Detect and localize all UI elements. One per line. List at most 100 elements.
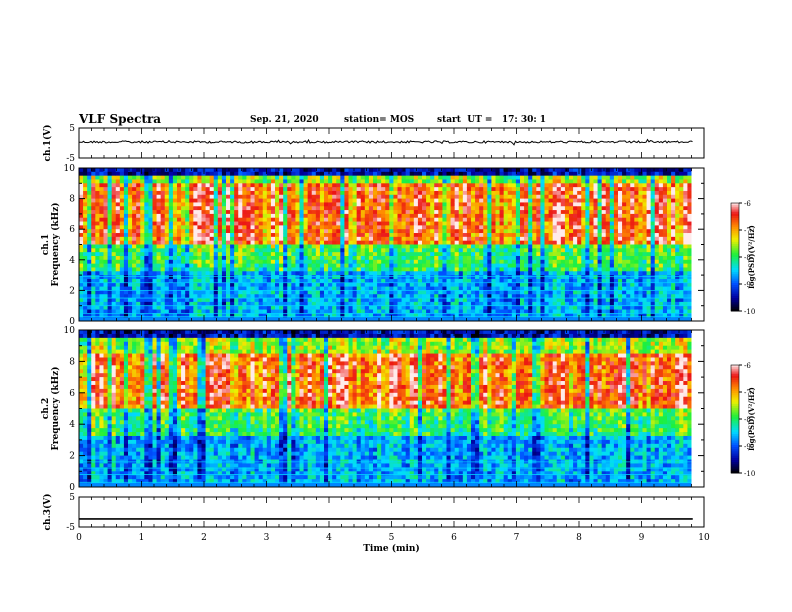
spectrogram-cell — [560, 190, 566, 196]
spectrogram-cell — [213, 301, 219, 307]
spectrogram-cell — [275, 286, 280, 291]
spectrogram-cell — [471, 217, 476, 222]
spectrogram-cell — [99, 206, 104, 211]
spectrogram-cell — [569, 248, 574, 253]
spectrogram-cell — [144, 271, 149, 276]
spectrogram-cell — [368, 225, 374, 230]
spectrogram-cell — [373, 263, 378, 268]
spectrogram-cell — [417, 301, 423, 307]
spectrogram-cell — [373, 210, 378, 215]
spectrogram-cell — [348, 305, 353, 310]
spectrogram-cell — [479, 259, 484, 265]
spectrogram-cell — [307, 294, 313, 299]
spectrogram-cell — [246, 202, 251, 207]
spectrogram-cell — [430, 317, 435, 322]
spectrogram-cell — [156, 267, 162, 272]
spectrogram-cell — [83, 213, 88, 219]
spectrogram-cell — [287, 229, 292, 234]
spectrogram-cell — [409, 187, 415, 192]
spectrogram-cell — [217, 225, 223, 230]
spectrogram-cell — [446, 210, 451, 215]
spectrogram-cell — [491, 190, 496, 196]
spectrogram-cell — [221, 217, 227, 222]
spectrogram-cell — [438, 298, 443, 303]
spectrogram-cell — [177, 259, 182, 265]
spectrogram-cell — [246, 210, 251, 215]
spectrogram-cell — [466, 286, 472, 291]
spectrogram-cell — [520, 275, 525, 280]
spectrogram-cell — [401, 179, 407, 184]
spectrogram-cell — [524, 183, 529, 188]
spectrogram-cell — [569, 210, 574, 215]
spectrogram-cell — [115, 236, 121, 242]
spectrogram-cell — [499, 206, 505, 211]
spectrogram-cell — [148, 263, 153, 268]
spectrogram-cell — [270, 213, 276, 219]
spectrogram-cell — [123, 217, 129, 222]
spectrogram-cell — [303, 301, 309, 307]
spectrogram-cell — [291, 225, 296, 230]
spectrogram-cell — [503, 171, 509, 177]
spectrogram-cell — [438, 202, 443, 207]
spectrogram-cell — [238, 278, 243, 284]
spectrogram-cell — [479, 210, 484, 215]
spectrogram-cell — [107, 263, 113, 268]
spectrogram-cell — [475, 255, 480, 261]
spectrogram-cell — [201, 244, 206, 249]
spectrogram-cell — [340, 198, 345, 203]
spectrogram-cell — [430, 217, 435, 222]
spectrogram-cell — [401, 267, 407, 272]
spectrogram-cell — [552, 317, 558, 322]
spectrogram-cell — [217, 221, 223, 226]
spectrogram-cell — [417, 317, 423, 322]
spectrogram-cell — [303, 179, 309, 184]
spectrogram-cell — [136, 198, 141, 203]
spectrogram-cell — [352, 263, 358, 268]
spectrogram-cell — [520, 206, 525, 211]
spectrogram-cell — [409, 179, 415, 184]
spectrogram-cell — [319, 259, 325, 265]
spectrogram-cell — [364, 259, 370, 265]
spectrogram-cell — [315, 240, 321, 245]
spectrogram-cell — [270, 255, 276, 261]
spectrogram-cell — [332, 248, 337, 253]
spectrogram-cell — [495, 236, 500, 242]
spectrogram-cell — [495, 194, 500, 200]
spectrogram-cell — [307, 305, 313, 310]
spectrogram-cell — [434, 294, 439, 299]
spectrogram-cell — [479, 267, 484, 272]
spectrogram-cell — [172, 313, 178, 318]
spectrogram-cell — [168, 187, 174, 192]
spectrogram-cell — [283, 267, 288, 272]
spectrogram-cell — [254, 286, 260, 291]
spectrogram-cell — [430, 221, 435, 226]
spectrogram-cell — [152, 263, 157, 268]
spectrogram-cell — [560, 229, 566, 234]
spectrogram-cell — [405, 190, 411, 196]
spectrogram-cell — [128, 229, 133, 234]
spectrogram-cell — [332, 294, 337, 299]
spectrogram-cell — [413, 259, 419, 265]
spectrogram-cell — [511, 317, 517, 322]
spectrogram-cell — [291, 278, 296, 284]
spectrogram-cell — [311, 252, 317, 257]
spectrogram-cell — [356, 194, 362, 200]
spectrogram-cell — [307, 267, 313, 272]
spectrogram-cell — [315, 244, 321, 249]
spectrogram-cell — [564, 313, 570, 318]
spectrogram-cell — [556, 313, 562, 318]
spectrogram-cell — [360, 301, 366, 307]
spectrogram-cell — [107, 259, 113, 265]
spectrogram-cell — [515, 206, 521, 211]
spectrogram-cell — [426, 255, 431, 261]
spectrogram-cell — [128, 217, 133, 222]
spectrogram-cell — [123, 244, 129, 249]
spectrogram-cell — [107, 252, 113, 257]
spectrogram-cell — [226, 263, 231, 268]
spectrogram-cell — [275, 206, 280, 211]
spectrogram-cell — [344, 202, 349, 207]
spectrogram-cell — [311, 210, 317, 215]
spectrogram-cell — [291, 286, 296, 291]
spectrogram-cell — [569, 213, 574, 219]
spectrogram-cell — [99, 282, 104, 287]
